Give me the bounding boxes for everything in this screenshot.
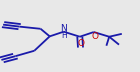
Text: O: O — [77, 39, 84, 48]
Text: N: N — [60, 24, 67, 33]
Text: O: O — [91, 32, 98, 41]
Text: H: H — [61, 31, 67, 40]
